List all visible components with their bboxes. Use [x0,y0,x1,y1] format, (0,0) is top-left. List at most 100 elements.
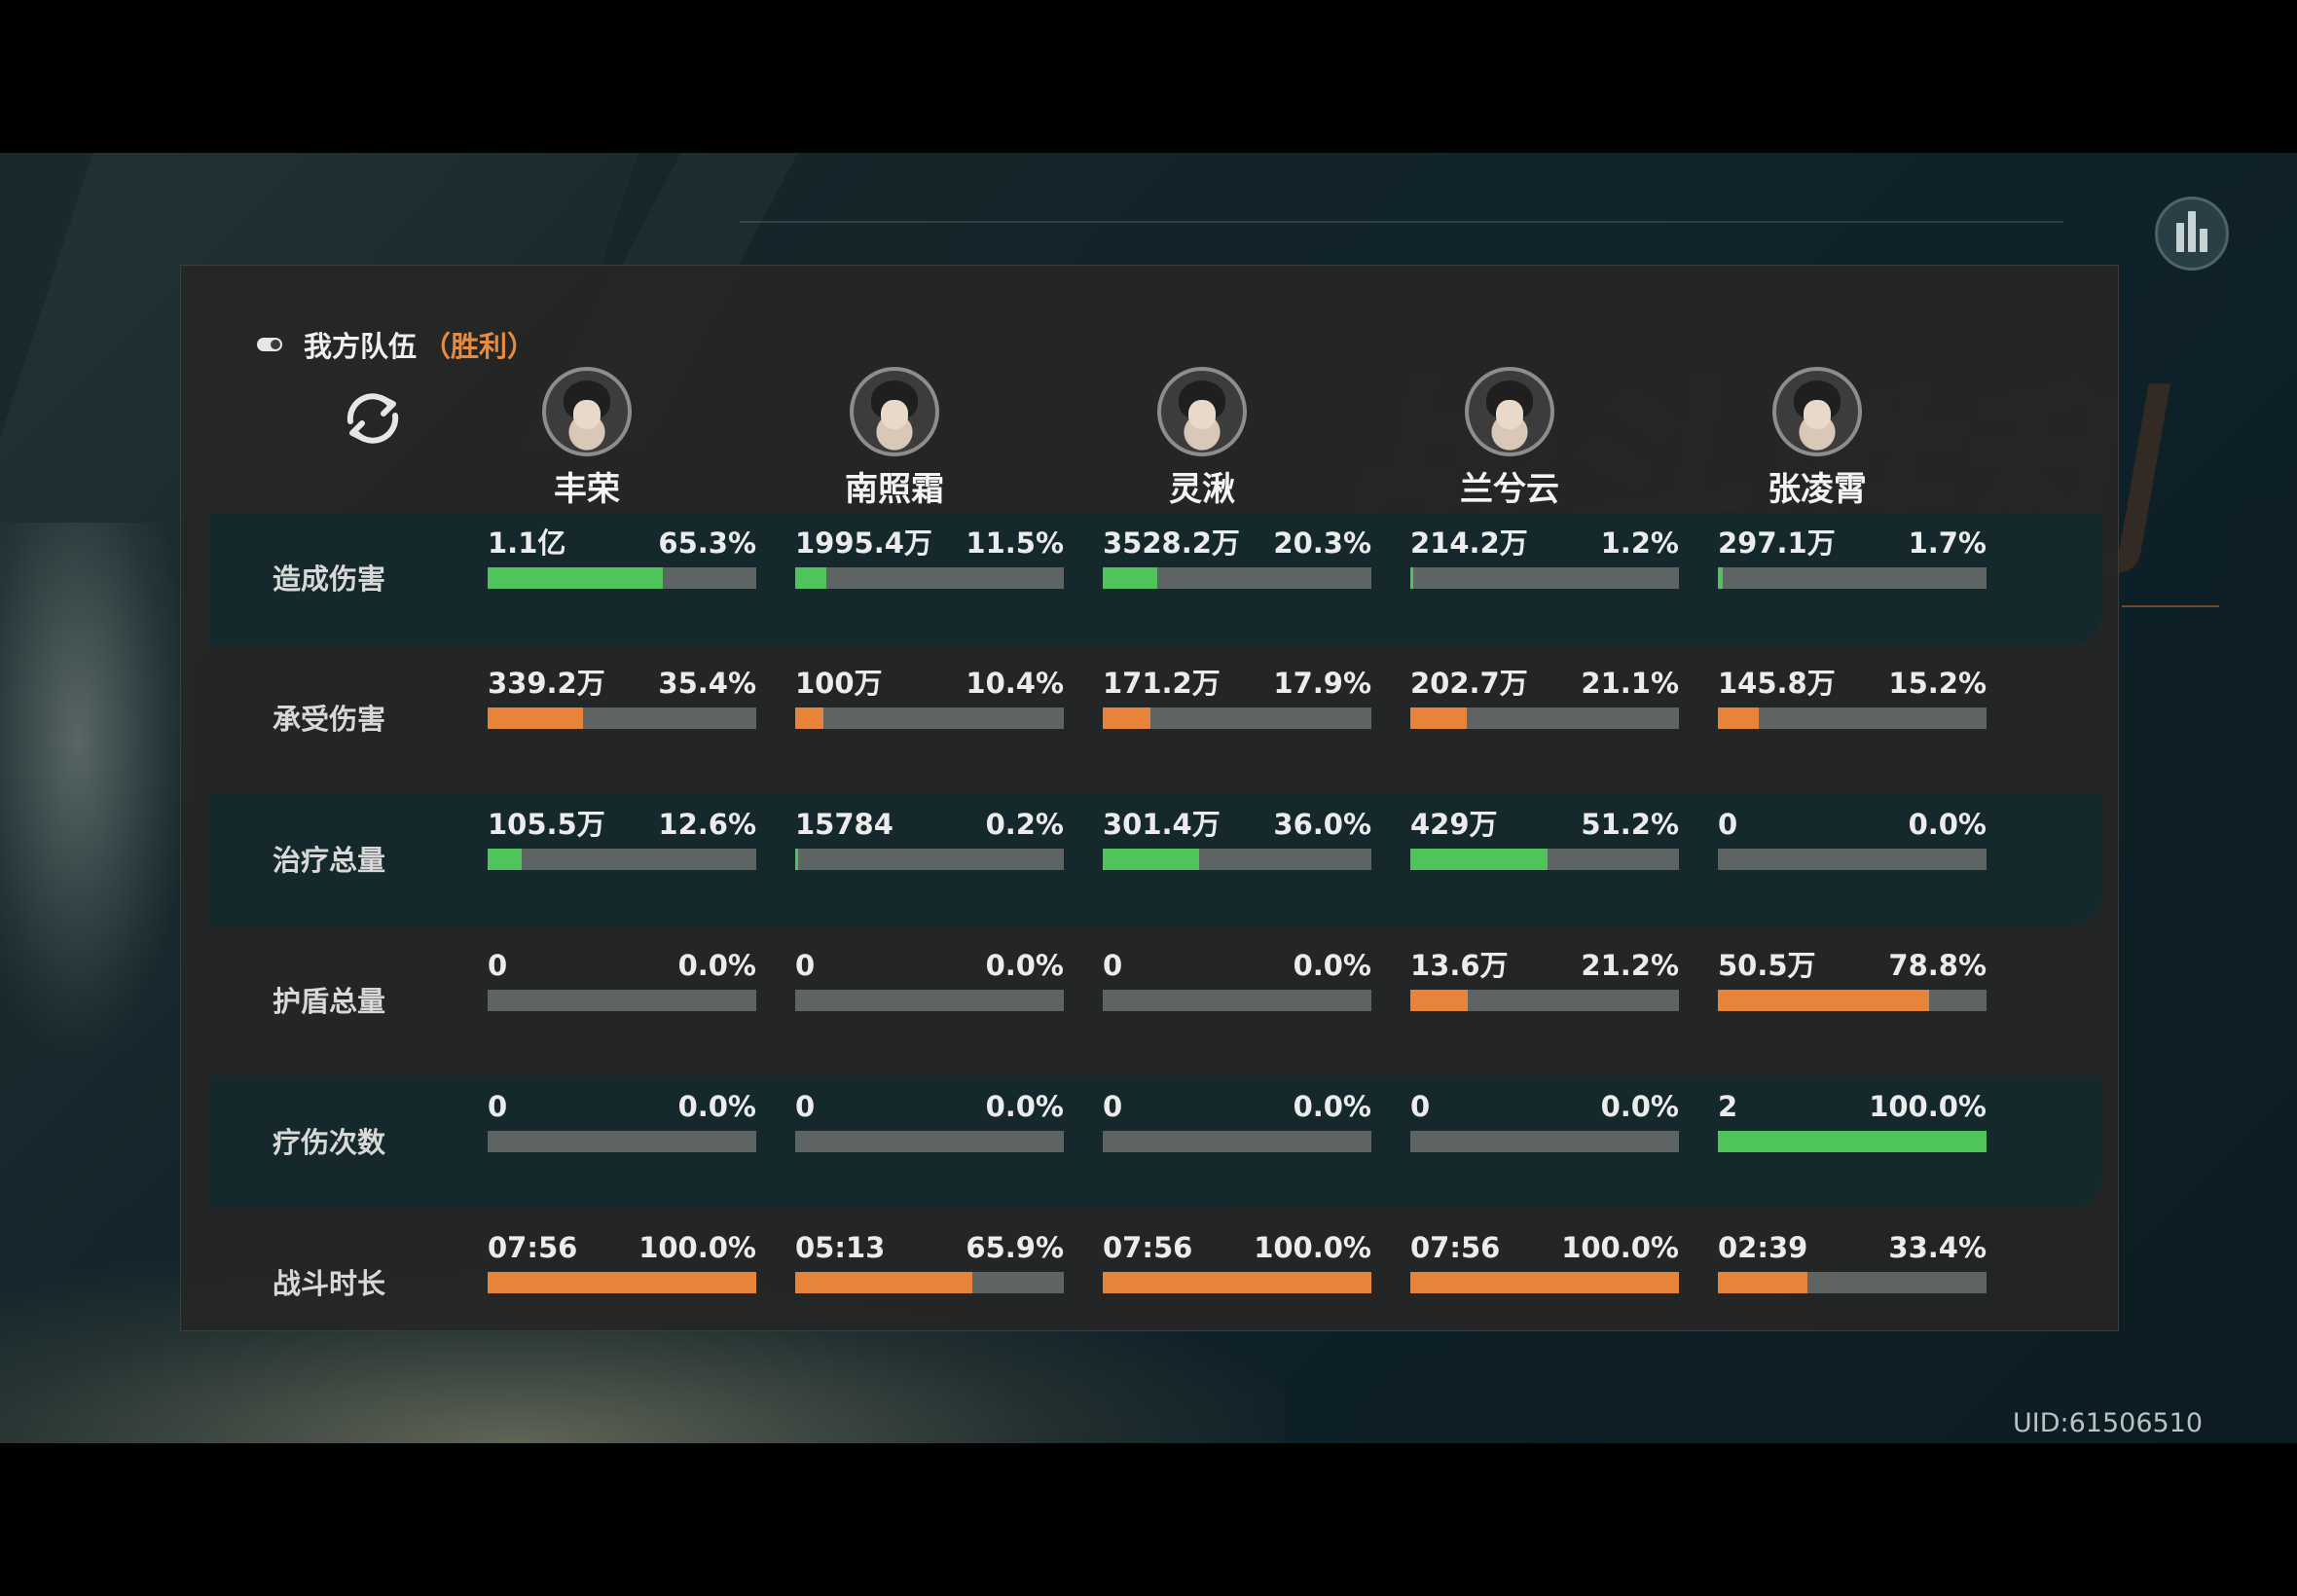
stat-percent: 51.2% [1581,808,1679,841]
background-line [740,221,2063,223]
stat-cell: 05:13 65.9% [795,1229,1064,1293]
stat-percent: 1.7% [1908,526,1987,560]
stat-bar-fill [1410,707,1468,729]
stat-bar-fill [1103,707,1151,729]
stat-bar-fill [795,567,826,589]
stat-value: 105.5万 [488,808,605,841]
avatar[interactable] [1465,367,1554,456]
stat-cell-text: 07:56 100.0% [1410,1229,1679,1266]
stat-cell-text: 1995.4万 11.5% [795,525,1064,562]
stat-cell: 3528.2万 20.3% [1103,525,1371,589]
stat-percent: 0.0% [677,949,756,982]
stat-bar-track [1718,707,1987,729]
swap-icon[interactable] [339,388,407,447]
stat-cell: 02:39 33.4% [1718,1229,1987,1293]
stat-bar-track [1410,990,1679,1011]
stat-cell-text: 297.1万 1.7% [1718,525,1987,562]
stat-cell-text: 3528.2万 20.3% [1103,525,1371,562]
stat-value: 15784 [795,808,893,841]
stat-percent: 65.9% [966,1231,1064,1264]
stat-bar-fill [1718,707,1759,729]
hero-column-header: 灵湫 [1124,367,1280,510]
stat-bar-track [488,707,756,729]
stat-percent: 12.6% [658,808,756,841]
stat-bar-fill [1103,567,1158,589]
stat-row-label: 承受伤害 [273,703,386,736]
stat-row: 造成伤害 1.1亿 65.3% 1995.4万 11.5% 3528.2万 20.3% 214… [210,513,2102,645]
stat-cell-text: 339.2万 35.4% [488,665,756,702]
hero-name: 张凌霄 [1768,470,1867,509]
stat-cell: 15784 0.2% [795,806,1064,870]
stat-bar-track [1410,567,1679,589]
stat-cell-text: 2 100.0% [1718,1088,1987,1125]
stat-percent: 36.0% [1273,808,1371,841]
stat-cell-text: 429万 51.2% [1410,806,1679,843]
stat-value: 13.6万 [1410,949,1509,982]
stat-bar-fill [488,1272,756,1293]
stat-bar-fill [1103,849,1200,870]
stat-bar-track [795,1131,1064,1152]
stat-value: 301.4万 [1103,808,1221,841]
bar-chart-icon[interactable] [2155,197,2229,271]
stat-row-label: 护盾总量 [273,985,386,1018]
avatar[interactable] [542,367,632,456]
stat-percent: 0.2% [985,808,1064,841]
team-header: 我方队伍 （胜利） [257,324,535,365]
stat-value: 100万 [795,667,883,700]
stat-value: 1995.4万 [795,526,932,560]
stat-cell-text: 301.4万 36.0% [1103,806,1371,843]
stat-cell-text: 07:56 100.0% [488,1229,756,1266]
stat-value: 0 [1410,1090,1431,1123]
stat-percent: 100.0% [638,1231,756,1264]
stat-bar-track [1103,849,1371,870]
stat-value: 145.8万 [1718,667,1836,700]
stat-value: 1.1亿 [488,526,566,560]
stat-value: 0 [488,949,508,982]
stat-cell-text: 0 0.0% [1103,947,1371,984]
stat-cell-text: 15784 0.2% [795,806,1064,843]
stat-bar-track [488,990,756,1011]
stat-bar-fill [488,707,583,729]
stat-bar-track [1718,849,1987,870]
stat-value: 2 [1718,1090,1738,1123]
stat-cell: 0 0.0% [1103,1088,1371,1152]
stat-bar-fill [488,849,522,870]
avatar[interactable] [1772,367,1862,456]
team-status: （胜利） [422,330,536,363]
character-art-left [0,523,195,1068]
stat-cell: 1995.4万 11.5% [795,525,1064,589]
toggle-icon[interactable] [257,338,282,351]
stat-cell: 1.1亿 65.3% [488,525,756,589]
stat-bar-fill [488,567,664,589]
stat-cell-text: 202.7万 21.1% [1410,665,1679,702]
stat-row: 护盾总量 0 0.0% 0 0.0% 0 0.0% 13.6万 21.2% 50.5万 78.8% [210,935,2102,1068]
stat-bar-fill [795,707,823,729]
stat-percent: 1.2% [1600,526,1679,560]
stat-bar-track [1103,990,1371,1011]
bar-chart-icon-bar [2200,229,2207,252]
stat-percent: 10.4% [966,667,1064,700]
stat-bar-fill [1718,1131,1987,1152]
stat-value: 339.2万 [488,667,605,700]
background-line [2122,605,2219,607]
stat-bar-fill [795,1272,972,1293]
stat-bar-track [488,849,756,870]
stat-bar-track [488,567,756,589]
stat-bar-track [1718,567,1987,589]
stat-bar-track [795,707,1064,729]
avatar[interactable] [850,367,939,456]
stat-value: 0 [795,949,816,982]
stat-cell-text: 100万 10.4% [795,665,1064,702]
hero-column-header: 南照霜 [817,367,972,510]
stat-cell-text: 1.1亿 65.3% [488,525,756,562]
stat-cell: 50.5万 78.8% [1718,947,1987,1011]
stat-bar-track [1410,707,1679,729]
team-label: 我方队伍 [304,330,418,363]
stat-value: 297.1万 [1718,526,1836,560]
stat-cell-text: 171.2万 17.9% [1103,665,1371,702]
avatar[interactable] [1157,367,1247,456]
stat-value: 171.2万 [1103,667,1221,700]
stat-percent: 11.5% [966,526,1064,560]
hero-column-header: 张凌霄 [1739,367,1895,510]
stat-value: 0 [1718,808,1738,841]
